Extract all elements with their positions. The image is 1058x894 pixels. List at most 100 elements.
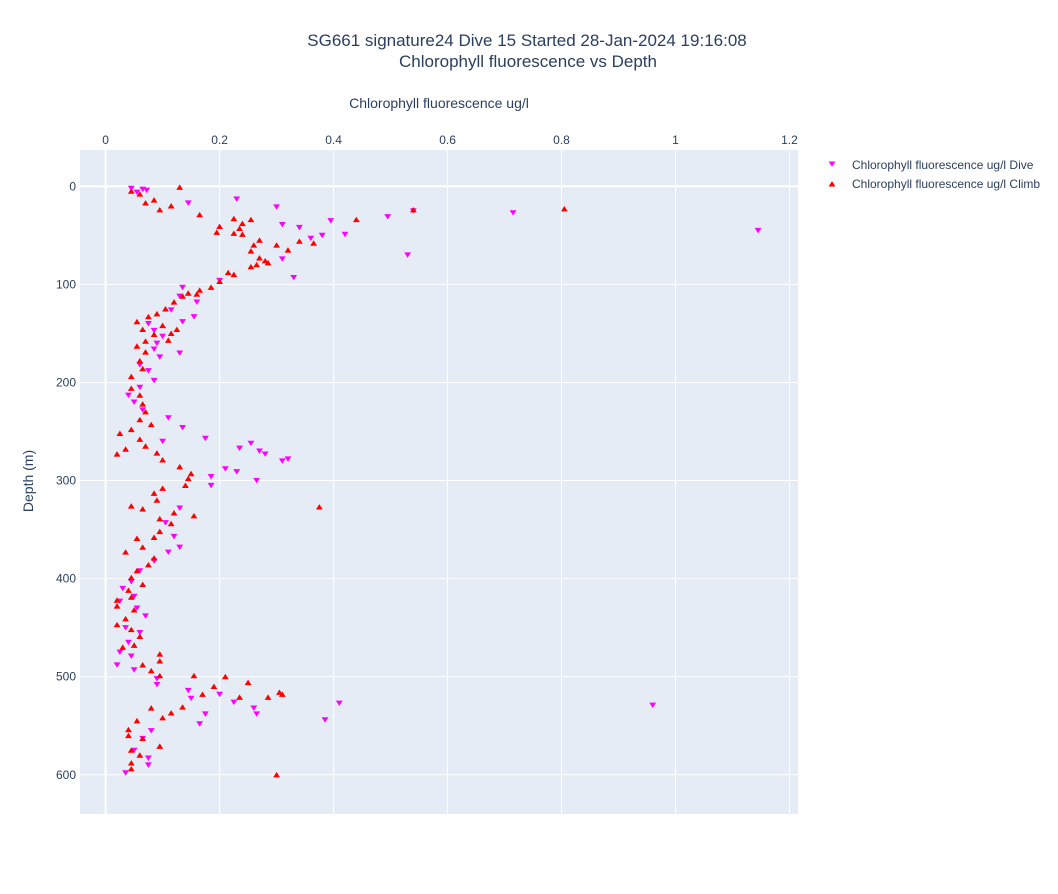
climb-marker xyxy=(150,555,158,561)
climb-marker xyxy=(122,549,129,555)
climb-marker xyxy=(153,450,161,456)
dive-marker xyxy=(144,762,152,768)
dive-marker xyxy=(318,232,326,239)
climb-marker xyxy=(409,206,417,213)
climb-marker xyxy=(179,293,186,299)
legend-label-climb[interactable]: Chlorophyll fluorescence ug/l Climb xyxy=(852,177,1040,191)
climb-marker xyxy=(273,771,280,778)
climb-marker xyxy=(136,357,144,364)
dive-marker xyxy=(179,284,186,291)
dive-marker xyxy=(144,368,152,374)
climb-marker xyxy=(130,607,138,613)
dive-marker xyxy=(250,705,258,711)
climb-marker xyxy=(190,672,198,679)
x-tick-label: 1.2 xyxy=(781,133,798,147)
climb-marker xyxy=(199,691,206,697)
dive-marker xyxy=(176,505,184,511)
legend[interactable]: Chlorophyll fluorescence ug/l Dive Chlor… xyxy=(828,158,1041,191)
climb-marker xyxy=(184,475,192,482)
climb-marker xyxy=(127,188,135,194)
legend-marker-climb xyxy=(828,181,836,187)
climb-marker xyxy=(142,408,149,415)
climb-marker xyxy=(127,426,135,433)
dive-marker xyxy=(207,474,215,480)
climb-marker xyxy=(139,544,147,550)
climb-marker xyxy=(159,714,167,721)
dive-marker xyxy=(113,662,121,668)
climb-marker xyxy=(125,587,132,593)
climb-marker xyxy=(133,343,141,349)
dive-marker xyxy=(754,227,762,234)
climb-marker xyxy=(147,705,155,711)
dive-marker xyxy=(179,425,186,431)
dive-marker xyxy=(156,354,164,360)
climb-marker xyxy=(244,679,252,686)
climb-marker xyxy=(167,203,175,209)
dive-marker xyxy=(509,210,517,216)
climb-marker xyxy=(113,597,121,603)
climb-marker xyxy=(153,310,161,317)
climb-marker xyxy=(230,271,238,278)
dive-marker xyxy=(119,585,127,592)
climb-marker xyxy=(264,259,272,266)
dive-marker xyxy=(136,630,144,636)
climb-marker xyxy=(139,365,147,372)
dive-marker xyxy=(167,307,175,313)
climb-marker xyxy=(159,485,167,491)
dive-marker xyxy=(144,321,152,327)
climb-marker xyxy=(216,223,224,230)
climb-marker xyxy=(224,269,232,276)
climb-marker xyxy=(207,284,215,290)
climb-marker xyxy=(167,330,175,336)
climb-marker xyxy=(142,349,149,355)
dive-marker xyxy=(253,711,261,717)
dive-marker xyxy=(184,687,192,694)
climb-marker xyxy=(216,278,224,284)
climb-marker xyxy=(221,673,229,680)
x-tick-label: 0.8 xyxy=(553,133,570,147)
climb-marker xyxy=(113,603,121,609)
climb-marker xyxy=(127,373,135,380)
dive-marker xyxy=(150,327,158,334)
climb-marker xyxy=(156,528,164,535)
dive-marker xyxy=(327,218,335,224)
dive-marker xyxy=(153,340,161,347)
climb-marker xyxy=(139,581,147,588)
dive-marker xyxy=(278,221,286,228)
climb-marker xyxy=(315,504,323,510)
dive-marker xyxy=(404,252,412,258)
climb-marker xyxy=(162,305,169,312)
climb-marker xyxy=(182,482,189,488)
y-tick-label: 200 xyxy=(56,375,76,389)
climb-marker xyxy=(156,651,164,657)
climb-marker xyxy=(256,237,263,243)
climb-marker xyxy=(176,184,184,190)
dive-marker xyxy=(170,533,178,540)
dive-marker xyxy=(159,333,167,340)
climb-marker xyxy=(256,254,263,261)
climb-marker xyxy=(159,457,167,463)
climb-marker xyxy=(278,691,286,697)
climb-marker xyxy=(247,248,255,254)
dive-marker xyxy=(207,482,215,489)
dive-marker xyxy=(256,448,263,454)
dive-marker xyxy=(150,377,158,384)
x-tick-label: 0 xyxy=(102,133,109,147)
climb-marker xyxy=(150,331,158,337)
dive-marker xyxy=(143,187,151,194)
dive-marker xyxy=(164,415,172,421)
dive-marker xyxy=(127,653,135,659)
dive-marker xyxy=(150,346,158,352)
climb-marker xyxy=(213,229,221,235)
climb-marker xyxy=(236,225,243,232)
climb-marker xyxy=(164,337,172,343)
plot-area xyxy=(80,150,798,814)
dive-marker xyxy=(335,700,343,707)
legend-label-dive[interactable]: Chlorophyll fluorescence ug/l Dive xyxy=(852,158,1034,172)
climb-marker xyxy=(127,385,135,391)
climb-marker xyxy=(156,743,164,749)
dive-marker xyxy=(179,319,186,325)
data-markers xyxy=(113,184,762,778)
dive-marker xyxy=(341,231,349,238)
